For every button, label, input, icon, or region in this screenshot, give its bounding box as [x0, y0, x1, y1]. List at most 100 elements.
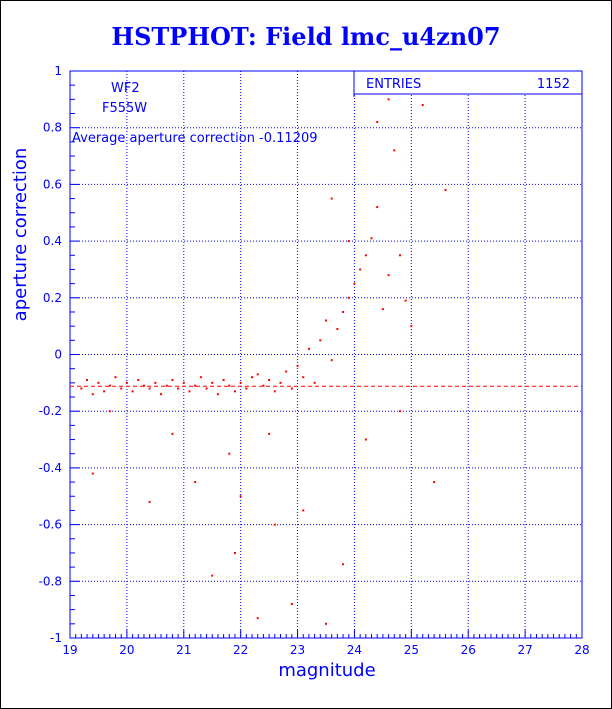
data-point	[296, 364, 299, 367]
x-tick-label: 20	[119, 643, 134, 657]
data-point	[228, 384, 231, 387]
data-point	[421, 104, 424, 107]
y-tick-label: -0.6	[39, 518, 62, 532]
y-tick-label: -0.8	[39, 574, 62, 588]
data-point	[188, 390, 191, 393]
data-point	[279, 381, 282, 384]
data-point	[330, 359, 333, 362]
data-point	[268, 432, 271, 435]
data-point	[233, 551, 236, 554]
data-point	[319, 339, 322, 342]
data-point	[387, 98, 390, 101]
y-tick-label: -0.4	[39, 461, 62, 475]
y-axis-title: aperture correction	[10, 148, 31, 322]
y-tick-label: 0.2	[43, 291, 62, 305]
data-point	[273, 390, 276, 393]
data-point	[194, 384, 197, 387]
chart-title: HSTPHOT: Field lmc_u4zn07	[111, 22, 501, 51]
data-point	[103, 390, 106, 393]
data-point	[404, 299, 407, 302]
data-point	[353, 282, 356, 285]
data-point	[381, 308, 384, 311]
data-point	[97, 381, 100, 384]
data-point	[273, 523, 276, 526]
x-tick-label: 21	[176, 643, 191, 657]
data-point	[211, 381, 214, 384]
data-point	[91, 393, 94, 396]
data-point	[120, 387, 123, 390]
data-point	[342, 563, 345, 566]
data-point	[433, 481, 436, 484]
data-point	[137, 379, 140, 382]
grid-lines	[70, 71, 582, 638]
data-point	[148, 387, 151, 390]
data-point	[285, 370, 288, 373]
data-point	[125, 381, 128, 384]
data-point	[410, 325, 413, 328]
stats-entries-label: ENTRIES	[366, 77, 421, 92]
stats-box: ENTRIES 1152	[353, 70, 583, 97]
x-tick-label: 19	[62, 643, 77, 657]
data-point	[398, 254, 401, 257]
data-points	[80, 98, 447, 625]
data-point	[444, 189, 447, 192]
data-point	[160, 393, 163, 396]
data-point	[108, 384, 111, 387]
stats-entries-value: 1152	[537, 77, 570, 92]
data-point	[80, 387, 83, 390]
data-point	[245, 387, 248, 390]
data-point	[364, 254, 367, 257]
y-tick-label: 0.4	[43, 234, 62, 248]
x-tick-label: 24	[347, 643, 362, 657]
data-point	[171, 432, 174, 435]
x-axis-title: magnitude	[278, 660, 375, 681]
data-point	[211, 574, 214, 577]
data-point	[302, 376, 305, 379]
data-point	[228, 452, 231, 455]
data-point	[256, 373, 259, 376]
data-point	[325, 622, 327, 625]
data-point	[199, 376, 202, 379]
data-point	[342, 310, 345, 313]
data-point	[376, 121, 379, 124]
data-point	[325, 319, 327, 322]
data-point	[347, 296, 350, 299]
y-tick-label: 0.6	[43, 177, 62, 191]
data-point	[387, 274, 390, 277]
tick-labels: 19 20 21 22 23 24 25 26 27 28 -1 -0.8 -0.6 -0.4 -0.2 0 0…	[39, 64, 590, 657]
annotation-camera: WF2	[111, 81, 140, 96]
data-point	[239, 381, 242, 384]
data-point	[148, 500, 151, 503]
annotation-filter: F555W	[102, 101, 147, 116]
data-point	[370, 237, 373, 240]
data-point	[171, 379, 174, 382]
data-point	[239, 495, 242, 498]
data-point	[154, 381, 157, 384]
data-point	[268, 379, 271, 382]
x-tick-label: 22	[233, 643, 248, 657]
data-point	[194, 481, 197, 484]
data-point	[131, 390, 134, 393]
x-tick-label: 26	[461, 643, 476, 657]
data-point	[376, 206, 379, 209]
data-point	[302, 509, 305, 512]
data-point	[290, 387, 293, 390]
data-point	[233, 390, 236, 393]
x-tick-label: 28	[574, 643, 589, 657]
data-point	[347, 240, 350, 243]
data-point	[336, 327, 339, 330]
axis-ticks	[69, 70, 583, 639]
x-tick-label: 23	[290, 643, 305, 657]
y-tick-label: 1	[54, 64, 62, 78]
data-point	[307, 347, 310, 350]
data-point	[86, 379, 89, 382]
data-point	[222, 379, 225, 382]
data-point	[216, 393, 219, 396]
data-point	[142, 384, 145, 387]
data-point	[182, 381, 185, 384]
data-point	[251, 376, 254, 379]
y-tick-label: 0.8	[43, 121, 62, 135]
data-point	[91, 472, 94, 475]
data-point	[364, 438, 367, 441]
